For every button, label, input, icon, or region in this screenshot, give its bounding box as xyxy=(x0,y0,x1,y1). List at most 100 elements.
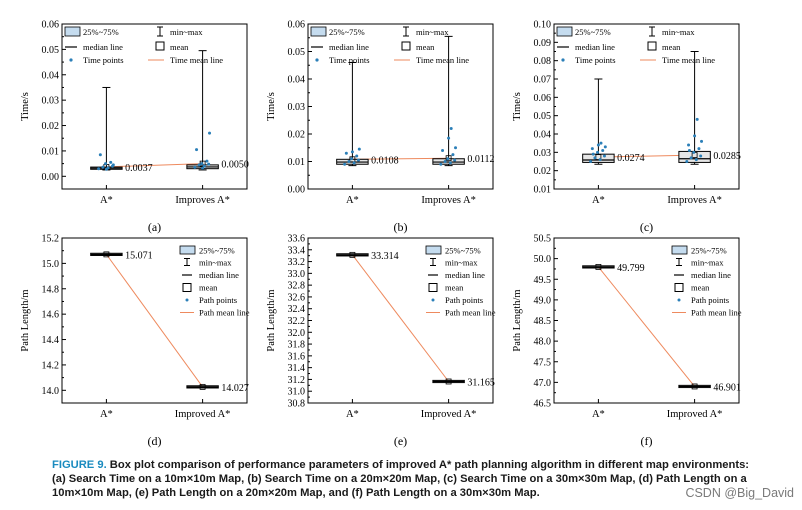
y-tick-label: 0.05 xyxy=(288,47,306,58)
time-point xyxy=(350,150,354,154)
y-tick-label: 0.01 xyxy=(42,146,60,157)
x-tick-label: Improves A* xyxy=(667,195,722,206)
y-tick-label: 0.05 xyxy=(534,111,552,122)
y-axis-title: Time/s xyxy=(512,92,523,121)
x-tick-label: A* xyxy=(592,195,605,206)
time-point xyxy=(699,154,703,158)
legend-box-swatch xyxy=(310,26,327,37)
y-tick-label: 31.2 xyxy=(288,375,306,386)
time-point xyxy=(451,153,455,157)
legend-label: median line xyxy=(575,42,615,52)
chart-panel: 30.831.031.231.431.631.832.032.232.432.6… xyxy=(266,234,496,449)
y-tick-label: 33.2 xyxy=(288,257,306,268)
legend-point-swatch xyxy=(185,298,189,302)
y-tick-label: 14.6 xyxy=(42,310,60,321)
time-point xyxy=(443,160,447,163)
y-tick-label: 50.5 xyxy=(534,234,552,245)
legend-label: median line xyxy=(445,270,485,280)
legend-label: 25%~75% xyxy=(575,27,611,37)
y-axis-title: Time/s xyxy=(266,92,277,121)
time-point xyxy=(205,159,209,163)
legend-box-swatch xyxy=(556,26,573,37)
y-tick-label: 0.04 xyxy=(42,70,60,81)
y-tick-label: 0.04 xyxy=(534,130,552,141)
time-point xyxy=(201,166,205,170)
legend-box-swatch xyxy=(64,26,81,37)
legend: 25%~75% min~max median line mean Path points… xyxy=(179,246,250,318)
y-axis-title: Path Length/m xyxy=(266,289,277,351)
legend-label: min~max xyxy=(170,27,203,37)
legend-mean-swatch xyxy=(182,283,192,292)
legend-label: Time points xyxy=(329,55,370,65)
mean-marker xyxy=(691,383,698,390)
legend-box-swatch xyxy=(671,245,688,255)
time-point xyxy=(356,158,360,162)
time-point xyxy=(441,149,445,152)
y-tick-label: 31.0 xyxy=(288,387,306,398)
mean-line xyxy=(352,254,449,382)
panel-label: (f) xyxy=(641,434,653,448)
time-point xyxy=(689,156,693,160)
legend: 25%~75% min~max median line mean Path points… xyxy=(425,246,496,318)
mean-marker xyxy=(199,383,206,390)
legend-label: Time points xyxy=(575,55,616,65)
legend-label: 25%~75% xyxy=(691,246,727,256)
y-tick-label: 0.02 xyxy=(288,130,306,141)
time-point xyxy=(694,158,698,162)
plot-frame xyxy=(61,237,248,404)
y-tick-label: 0.02 xyxy=(42,121,60,132)
legend-label: min~max xyxy=(662,27,695,37)
y-tick-label: 48.5 xyxy=(534,316,552,327)
time-point xyxy=(454,146,458,150)
time-point xyxy=(700,139,704,143)
time-point xyxy=(589,160,593,163)
legend-label: min~max xyxy=(416,27,449,37)
time-point xyxy=(598,158,602,162)
figure-label: FIGURE 9. xyxy=(52,459,107,471)
time-point xyxy=(193,165,197,169)
mean-marker xyxy=(349,156,356,163)
y-tick-label: 14.8 xyxy=(42,284,60,295)
y-tick-label: 49.5 xyxy=(534,275,552,286)
y-tick-label: 49.0 xyxy=(534,295,552,306)
time-point xyxy=(596,143,600,147)
time-point xyxy=(357,147,361,151)
x-tick-label: A* xyxy=(100,409,113,420)
time-point xyxy=(603,145,607,149)
y-tick-label: 0.03 xyxy=(42,96,60,107)
legend-label: mean xyxy=(170,42,189,52)
time-point xyxy=(98,153,102,157)
mean-value-label: 0.0112 xyxy=(467,154,494,165)
legend-point-swatch xyxy=(561,58,565,62)
x-tick-label: A* xyxy=(346,195,359,206)
y-tick-label: 15.0 xyxy=(42,259,60,270)
mean-marker xyxy=(199,160,206,167)
legend-mean-swatch xyxy=(647,41,657,51)
y-tick-label: 0.01 xyxy=(288,157,306,168)
x-tick-label: A* xyxy=(592,409,605,420)
legend-label: min~max xyxy=(445,258,478,268)
time-point xyxy=(207,162,211,166)
mean-marker xyxy=(445,155,452,162)
time-point xyxy=(104,162,108,166)
x-tick-label: Improved A* xyxy=(175,409,231,420)
y-tick-label: 0.01 xyxy=(534,185,552,196)
legend-label: Time mean line xyxy=(662,55,715,65)
y-tick-label: 14.0 xyxy=(42,386,60,397)
legend-label: Path mean line xyxy=(199,308,250,318)
panel-label: (c) xyxy=(640,220,653,234)
mean-value-label: 0.0037 xyxy=(125,163,153,174)
mean-line xyxy=(598,266,695,387)
time-point xyxy=(101,165,105,169)
y-tick-label: 50.0 xyxy=(534,254,552,265)
y-tick-label: 0.03 xyxy=(288,102,306,113)
time-point xyxy=(697,147,701,151)
y-tick-label: 0.06 xyxy=(42,20,60,31)
legend-label: median line xyxy=(329,42,369,52)
y-axis-title: Path Length/m xyxy=(20,289,31,351)
y-tick-label: 32.2 xyxy=(288,316,306,327)
legend: 25%~75% min~max median line mean Time points… xyxy=(310,26,469,65)
legend-mean-swatch xyxy=(428,283,438,292)
y-tick-label: 0.00 xyxy=(42,172,60,183)
legend-mean-swatch xyxy=(674,283,684,292)
